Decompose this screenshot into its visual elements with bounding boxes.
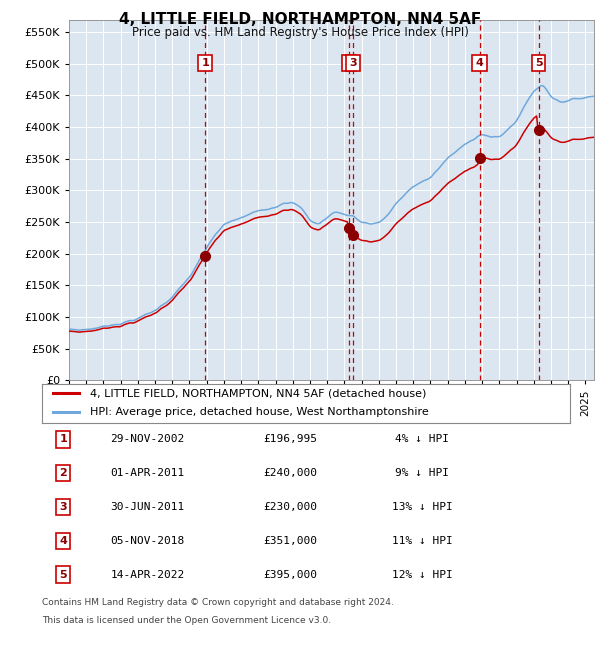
Text: 01-APR-2011: 01-APR-2011 [110,468,185,478]
Text: This data is licensed under the Open Government Licence v3.0.: This data is licensed under the Open Gov… [42,616,331,625]
Text: 9% ↓ HPI: 9% ↓ HPI [395,468,449,478]
Text: 1: 1 [59,434,67,445]
Text: Price paid vs. HM Land Registry's House Price Index (HPI): Price paid vs. HM Land Registry's House … [131,26,469,39]
Text: 1: 1 [201,58,209,68]
Text: £351,000: £351,000 [263,536,317,546]
Text: 12% ↓ HPI: 12% ↓ HPI [392,569,452,580]
Text: 4, LITTLE FIELD, NORTHAMPTON, NN4 5AF: 4, LITTLE FIELD, NORTHAMPTON, NN4 5AF [119,12,481,27]
Text: 11% ↓ HPI: 11% ↓ HPI [392,536,452,546]
Text: 30-JUN-2011: 30-JUN-2011 [110,502,185,512]
Text: 3: 3 [59,502,67,512]
Text: 4, LITTLE FIELD, NORTHAMPTON, NN4 5AF (detached house): 4, LITTLE FIELD, NORTHAMPTON, NN4 5AF (d… [89,388,426,398]
Text: 05-NOV-2018: 05-NOV-2018 [110,536,185,546]
Text: 13% ↓ HPI: 13% ↓ HPI [392,502,452,512]
Text: 14-APR-2022: 14-APR-2022 [110,569,185,580]
Text: £395,000: £395,000 [263,569,317,580]
Text: 5: 5 [535,58,542,68]
Text: £240,000: £240,000 [263,468,317,478]
Text: 4: 4 [59,536,67,546]
Text: 5: 5 [59,569,67,580]
Text: 2: 2 [345,58,353,68]
Text: Contains HM Land Registry data © Crown copyright and database right 2024.: Contains HM Land Registry data © Crown c… [42,598,394,607]
Text: £230,000: £230,000 [263,502,317,512]
Text: 4% ↓ HPI: 4% ↓ HPI [395,434,449,445]
Text: HPI: Average price, detached house, West Northamptonshire: HPI: Average price, detached house, West… [89,407,428,417]
Text: 2: 2 [59,468,67,478]
Text: 3: 3 [349,58,357,68]
Text: 29-NOV-2002: 29-NOV-2002 [110,434,185,445]
Text: 4: 4 [476,58,484,68]
Text: £196,995: £196,995 [263,434,317,445]
